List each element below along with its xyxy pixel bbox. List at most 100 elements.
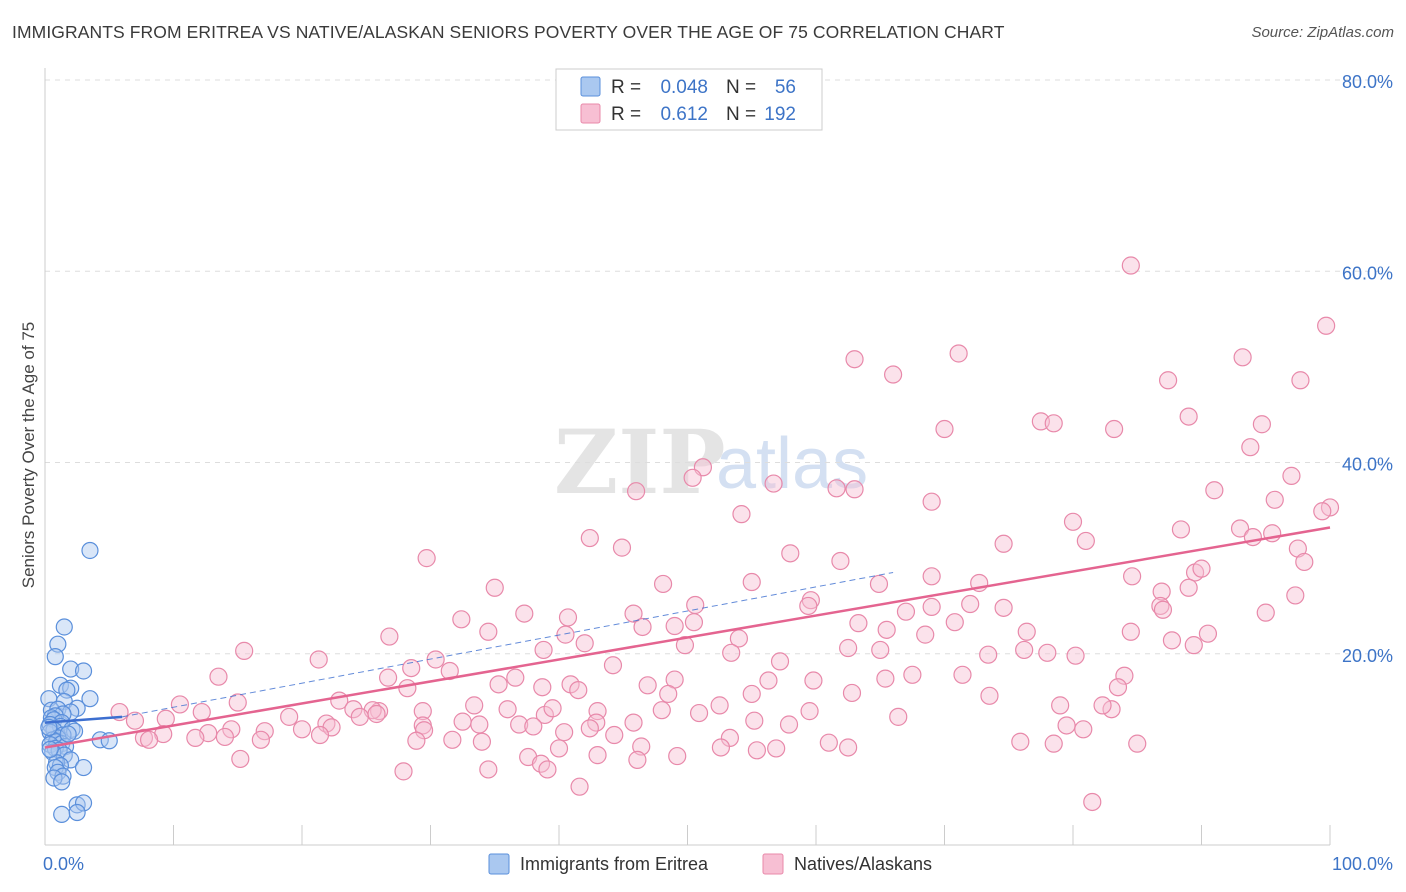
natives-point-115: [1108, 678, 1128, 697]
legend-r-value-blue: 0.048: [660, 77, 708, 98]
natives-point-96: [770, 652, 790, 671]
legend-n-value-blue: 56: [775, 77, 796, 98]
natives-point-127: [170, 695, 190, 714]
natives-point-176: [407, 731, 426, 750]
natives-point-78: [556, 625, 575, 644]
natives-point-188: [1057, 716, 1076, 735]
eritrea-point-3: [46, 648, 64, 666]
y-axis-title: Seniors Poverty Over the Age of 75: [19, 322, 38, 588]
natives-point-104: [209, 667, 228, 686]
natives-point-195: [628, 750, 647, 769]
trend-line-natives: [44, 526, 1331, 749]
eritrea-point-51: [53, 805, 71, 824]
natives-point-149: [624, 713, 643, 732]
natives-point-181: [747, 741, 766, 760]
natives-point-80: [380, 627, 399, 646]
natives-point-151: [470, 715, 489, 734]
natives-point-133: [800, 702, 819, 721]
natives-point-194: [549, 739, 569, 758]
natives-point-52: [1286, 586, 1305, 605]
natives-point-177: [472, 732, 491, 751]
natives-point-105: [378, 668, 398, 687]
natives-point-201: [1083, 792, 1102, 812]
natives-point-159: [255, 722, 274, 741]
natives-point-93: [1038, 643, 1057, 662]
x-tick-label-0: 0.0%: [43, 854, 84, 874]
natives-point-169: [186, 728, 205, 748]
natives-point-178: [632, 737, 651, 756]
natives-point-136: [652, 701, 671, 720]
natives-point-18: [764, 474, 783, 493]
natives-point-138: [192, 702, 211, 722]
natives-point-196: [231, 749, 250, 769]
legend-n-value-pink: 192: [764, 104, 796, 125]
natives-point-6: [1291, 371, 1310, 390]
natives-point-16: [683, 468, 702, 487]
natives-point-62: [1153, 600, 1173, 619]
natives-point-19: [827, 479, 846, 498]
natives-point-187: [1093, 696, 1112, 715]
eritrea-point-38: [62, 751, 80, 769]
eritrea-point-55: [40, 718, 58, 736]
natives-point-39: [417, 549, 436, 568]
bottom-legend-label-eritrea: Immigrants from Eritrea: [520, 854, 709, 874]
natives-point-73: [877, 620, 896, 639]
natives-point-55: [686, 595, 705, 615]
natives-point-94: [1066, 646, 1085, 665]
y-tick-label-60: 60.0%: [1342, 263, 1393, 283]
natives-point-100: [440, 661, 459, 681]
natives-point-182: [767, 739, 786, 758]
watermark: ZIP atlas: [554, 410, 868, 514]
natives-point-173: [310, 725, 330, 745]
x-tick-label-100: 100.0%: [1332, 854, 1393, 874]
natives-point-43: [1192, 559, 1211, 578]
natives-point-101: [903, 665, 922, 684]
natives-point-110: [804, 671, 823, 690]
natives-point-192: [588, 746, 607, 765]
natives-point-77: [479, 622, 498, 641]
natives-point-90: [979, 645, 998, 664]
y-tick-labels: 20.0% 40.0% 60.0% 80.0%: [1342, 72, 1393, 666]
natives-point-35: [1076, 531, 1095, 551]
natives-point-4: [845, 350, 864, 369]
natives-point-51: [1152, 582, 1171, 601]
natives-point-38: [781, 544, 800, 563]
natives-point-85: [675, 636, 695, 655]
natives-point-99: [402, 658, 421, 678]
natives-point-88: [871, 640, 890, 660]
natives-point-128: [498, 700, 517, 719]
chart-source: Source: ZipAtlas.com: [1251, 24, 1394, 41]
natives-point-49: [869, 574, 889, 594]
natives-point-30: [1230, 519, 1250, 538]
natives-point-1: [1317, 316, 1336, 335]
bottom-legend-swatch-blue: [488, 853, 510, 875]
natives-point-112: [638, 676, 657, 695]
eritrea-point-47: [41, 740, 59, 758]
natives-point-114: [489, 675, 508, 694]
natives-point-68: [684, 613, 704, 632]
stats-legend: R = 0.048 N = 56 R = 0.612 N = 192: [555, 68, 823, 131]
natives-point-81: [575, 634, 594, 653]
natives-point-116: [398, 679, 417, 698]
watermark-atlas: atlas: [716, 424, 868, 504]
natives-point-134: [543, 699, 562, 718]
natives-point-170: [139, 730, 159, 749]
natives-point-119: [659, 684, 678, 704]
natives-point-22: [1205, 481, 1224, 500]
natives-point-28: [1063, 512, 1083, 531]
natives-point-91: [235, 641, 254, 660]
natives-point-59: [799, 596, 818, 616]
natives-point-34: [994, 534, 1013, 553]
natives-point-82: [1162, 631, 1182, 650]
natives-point-12: [1105, 419, 1124, 439]
natives-point-150: [889, 707, 908, 726]
natives-point-171: [443, 730, 462, 749]
eritrea-point-54: [59, 725, 77, 743]
natives-point-98: [603, 656, 623, 675]
natives-point-126: [465, 696, 484, 715]
natives-point-125: [710, 696, 729, 715]
eritrea-point-1: [55, 618, 73, 636]
eritrea-point-4: [62, 660, 80, 678]
natives-point-168: [215, 727, 234, 747]
natives-point-172: [251, 730, 270, 749]
